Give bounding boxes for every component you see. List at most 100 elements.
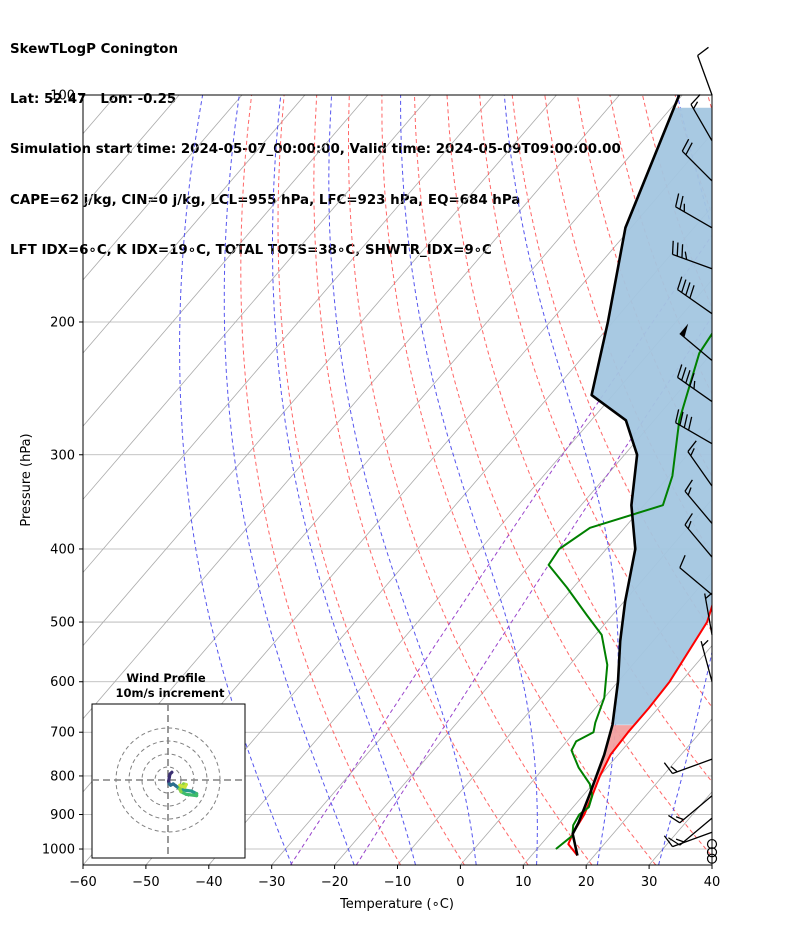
barb-shaft (704, 593, 713, 635)
y-tick-label: 800 (50, 769, 75, 784)
y-tick-label: 200 (50, 315, 75, 330)
barb-flag (671, 240, 674, 255)
chart-title-line-5: LFT IDX=6∘C, K IDX=19∘C, TOTAL TOTS=38∘C… (10, 243, 492, 259)
wind-barb-5 (676, 276, 713, 315)
barb-flag (684, 251, 688, 260)
barb-flag (705, 592, 713, 599)
barb-flag (687, 440, 697, 452)
wind-barb-2 (681, 138, 713, 182)
dry-adiabat-260 (240, 95, 402, 865)
isotherm--40 (208, 279, 712, 865)
mixing-ratio-0.4 (290, 234, 712, 865)
wind-barb-14 (700, 639, 713, 682)
barb-flag (681, 367, 687, 381)
barb-flag (681, 138, 690, 152)
chart-title-line-3: Simulation start time: 2024-05-07_00:00:… (10, 142, 621, 158)
barb-flag (697, 46, 709, 57)
wind-barb-1 (690, 93, 713, 142)
barb-flag (683, 414, 688, 428)
barb-shaft (679, 817, 713, 846)
barb-flag (685, 370, 691, 384)
y-tick-label: 400 (50, 542, 75, 557)
barb-flag (687, 520, 692, 529)
chart-title-line-4: CAPE=62 j/kg, CIN=0 j/kg, LCL=955 hPa, L… (10, 192, 521, 208)
barb-flag (679, 554, 686, 568)
hodograph-plot (92, 704, 245, 858)
dewpoint-line (547, 332, 712, 850)
wind-barb-13 (704, 592, 713, 635)
isotherm--80 (83, 95, 620, 720)
barb-flag (687, 487, 692, 496)
isotherm--110 (83, 95, 432, 500)
x-tick-label: −40 (195, 875, 222, 890)
x-tick-label: 30 (641, 875, 658, 890)
barb-flag (676, 364, 683, 378)
barb-flag (681, 244, 684, 258)
isotherm-0 (460, 571, 712, 865)
barb-flag (681, 279, 687, 293)
y-tick-label: 1000 (42, 843, 75, 858)
dry-adiabat-280 (313, 95, 529, 865)
barb-pennant (679, 323, 689, 338)
barb-flag (684, 479, 693, 492)
barb-flag (685, 282, 691, 296)
temperature-line (567, 602, 712, 857)
barb-flag (687, 416, 693, 431)
chart-title-line-2: Lat: 52.47 Lon: -0.25 (10, 91, 177, 107)
isotherm--120 (83, 95, 369, 427)
barb-shaft (684, 490, 713, 524)
isotherm--10 (397, 498, 712, 865)
barb-shaft (677, 289, 713, 315)
wind-barb-16 (668, 795, 713, 824)
barb-shaft (672, 831, 713, 848)
barb-shaft (675, 422, 713, 445)
hodograph-segment (178, 783, 184, 789)
wind-barb-6 (679, 323, 713, 362)
parcel-line (571, 95, 681, 856)
isotherm-20 (585, 718, 712, 865)
barb-shaft (679, 567, 713, 596)
barb-flag (668, 837, 681, 846)
barb-flag (676, 242, 679, 257)
wind-barb-11 (684, 513, 713, 558)
x-tick-label: 10 (515, 875, 532, 890)
hodograph-subtitle: 10m/s increment (116, 686, 225, 700)
x-tick-label: −60 (69, 875, 96, 890)
cape-cin-shading (572, 107, 712, 834)
isotherm--20 (334, 425, 712, 865)
barb-flag (679, 411, 684, 426)
barb-flag (684, 513, 693, 526)
axes: −60 −50 −40 −30 −20 −10 0 10 20 30 40 100 200 300 400 5… (42, 89, 720, 891)
barb-shaft (700, 641, 713, 682)
chart-title-line-1: SkewTLogP Conington (10, 41, 178, 57)
moist-adiabat-20 (503, 95, 619, 865)
wind-barb-8 (674, 409, 713, 445)
isotherm-10 (522, 644, 712, 865)
barb-flag (689, 372, 695, 387)
barb-shaft (687, 451, 713, 487)
y-axis-label: Pressure (hPa) (19, 433, 34, 526)
wind-barb-7 (676, 364, 713, 403)
x-tick-label: −50 (132, 875, 159, 890)
cape-area (591, 107, 712, 725)
barb-shaft (681, 150, 713, 182)
barb-shaft (672, 758, 713, 775)
wind-barb-0 (697, 46, 713, 96)
y-tick-label: 100 (50, 89, 75, 104)
barb-flag (675, 816, 684, 821)
barb-flag (663, 835, 674, 847)
barb-flag (676, 276, 683, 290)
barb-flag (679, 195, 684, 210)
barb-flag (701, 639, 709, 647)
isotherm--30 (271, 352, 712, 865)
dry-adiabat-420 (773, 95, 794, 865)
moist-adiabat-10 (400, 95, 538, 865)
isotherm--100 (83, 95, 494, 574)
barb-shaft (677, 376, 713, 403)
barb-flag (670, 766, 678, 773)
moist-adiabat--10 (272, 95, 416, 865)
dry-adiabat-300 (381, 95, 657, 865)
barb-flag (692, 101, 699, 110)
profile-series (547, 95, 712, 857)
x-tick-label: −20 (321, 875, 348, 890)
